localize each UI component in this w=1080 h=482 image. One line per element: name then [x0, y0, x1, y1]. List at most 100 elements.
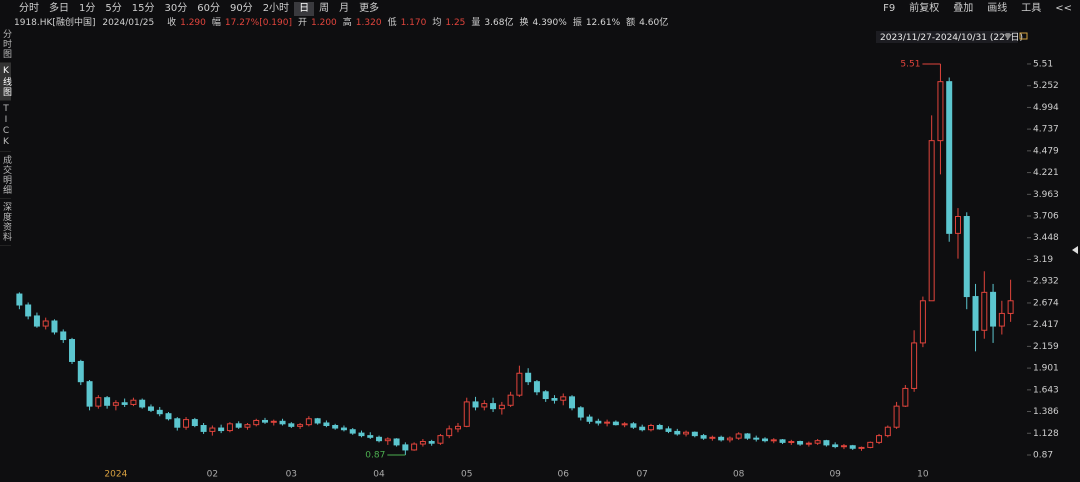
field-value: 1.290: [180, 18, 206, 28]
candle-body: [446, 428, 453, 437]
candle-body: [814, 440, 821, 444]
x-tick-label: 2024: [104, 470, 127, 480]
quote-info: 1918.HK[融创中国] 2024/01/25 收 1.290 幅 17.27%[0…: [14, 17, 674, 29]
candle-body: [191, 419, 198, 427]
x-tick-label: 02: [207, 470, 218, 480]
x-tick-label: 08: [733, 470, 745, 480]
candle-body: [963, 216, 970, 298]
candle-body: [25, 304, 32, 317]
range-box: [876, 31, 1018, 43]
period-tab[interactable]: 分时: [19, 3, 39, 14]
candle-body: [165, 413, 172, 420]
candle-body: [139, 399, 146, 408]
tool-button[interactable]: 前复权: [909, 3, 940, 14]
x-tick-label: 04: [373, 470, 385, 480]
candle-body: [972, 296, 979, 331]
candle-body: [226, 423, 233, 432]
period-tab[interactable]: 更多: [359, 3, 380, 14]
candle-body: [156, 409, 163, 415]
candle-body: [612, 421, 619, 426]
candle-body: [726, 437, 733, 441]
y-tick-label: 3.706: [1033, 211, 1059, 221]
field-value: 17.27%[0.190]: [224, 18, 292, 28]
candle-body: [235, 423, 242, 428]
candle-body: [569, 396, 576, 409]
y-tick-label: 2.417: [1033, 320, 1059, 330]
period-tab[interactable]: 2小时: [262, 3, 290, 14]
y-tick-label: 4.479: [1033, 146, 1059, 156]
symbol: 1918.HK[融创中国]: [14, 18, 96, 28]
side-tab[interactable]: 深度资料: [0, 199, 11, 246]
candle-body: [367, 435, 374, 438]
y-tick-label: 5.252: [1033, 81, 1059, 91]
candle-body: [200, 425, 207, 432]
candle-body: [349, 429, 356, 434]
x-tick-label: 10: [917, 470, 929, 480]
candle-body: [762, 438, 768, 442]
field-label: 高: [342, 18, 352, 28]
tool-button[interactable]: 画线: [987, 3, 1008, 14]
candle-body: [867, 441, 874, 448]
candle-body: [709, 436, 716, 439]
side-tab[interactable]: K线图: [0, 63, 11, 101]
candle-body: [533, 381, 540, 393]
candle-body: [525, 372, 532, 383]
candle-body: [849, 445, 856, 449]
candle-body: [279, 420, 286, 425]
tool-button[interactable]: 叠加: [953, 3, 974, 14]
period-tab[interactable]: 月: [339, 3, 350, 14]
y-tick-label: 1.901: [1033, 364, 1059, 374]
candle-body: [95, 397, 102, 407]
field-label: 开: [298, 18, 308, 28]
candle-body: [797, 441, 804, 445]
range-label[interactable]: 2023/11/27-2024/10/31 (227日): [880, 32, 1023, 43]
candle-body: [683, 431, 690, 435]
candle-body: [305, 418, 312, 426]
y-tick-label: 1.128: [1033, 429, 1059, 439]
period-tab[interactable]: 日: [294, 2, 315, 16]
period-tab[interactable]: 5分: [105, 3, 122, 14]
side-tab[interactable]: 分时图: [0, 26, 11, 63]
tool-button[interactable]: <<: [1055, 3, 1072, 14]
period-tab[interactable]: 60分: [197, 3, 220, 14]
period-tab[interactable]: 90分: [229, 3, 253, 14]
x-tick-label: 09: [829, 470, 841, 480]
period-tab[interactable]: 30分: [164, 3, 188, 14]
tool-button[interactable]: F9: [883, 3, 896, 14]
candle-body: [507, 394, 514, 406]
side-tab[interactable]: TICK: [0, 101, 11, 152]
candle-body: [577, 407, 584, 418]
candle-body: [542, 391, 549, 400]
field-value: 4.60亿: [639, 18, 669, 28]
candle-body: [332, 425, 339, 429]
candle-body: [691, 431, 698, 437]
period-tab[interactable]: 周: [319, 3, 330, 14]
tool-menu: F9 前复权 叠加 画线 工具 <<: [883, 2, 1072, 16]
candle-body: [911, 342, 918, 389]
y-tick-label: 3.448: [1033, 233, 1059, 243]
field-value: 1.25: [445, 18, 466, 28]
candle-body: [130, 399, 137, 405]
candle-body: [437, 435, 444, 444]
side-tab[interactable]: 成交明细: [0, 152, 11, 199]
candle-body: [402, 444, 409, 451]
candle-body: [858, 446, 865, 449]
field-value: 1.320: [355, 18, 382, 28]
expand-arrow[interactable]: [1072, 246, 1078, 254]
period-tab[interactable]: 15分: [131, 3, 155, 14]
y-tick-label: 4.737: [1033, 125, 1059, 135]
dropdown-icon[interactable]: [1004, 34, 1012, 40]
candle-body: [69, 339, 76, 362]
candle-body: [823, 440, 830, 446]
candle-body: [595, 420, 602, 424]
candle-body: [840, 445, 847, 448]
lock-icon[interactable]: [1019, 32, 1028, 40]
candle-body: [990, 291, 997, 327]
period-tab[interactable]: 1分: [79, 3, 96, 14]
candle-body: [490, 403, 497, 410]
tool-button[interactable]: 工具: [1021, 3, 1042, 14]
candle-body: [376, 436, 383, 442]
period-tab[interactable]: 多日: [49, 3, 69, 14]
candle-body: [262, 419, 268, 423]
field-label: 额: [626, 18, 636, 28]
